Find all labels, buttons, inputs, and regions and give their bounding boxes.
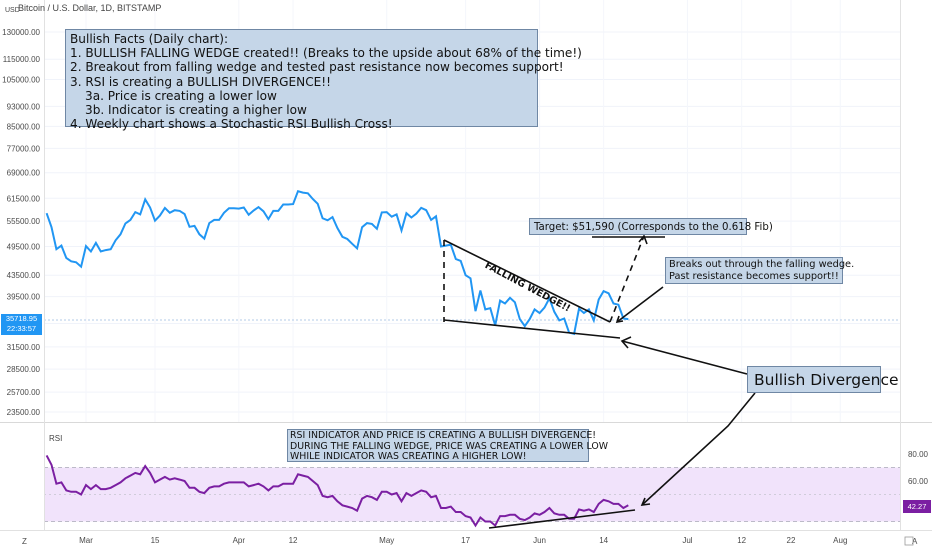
bar-countdown: 22:33:57: [6, 324, 37, 333]
divergence-arrowhead-rsi: [640, 497, 651, 506]
price-tick-label: 130000.00: [2, 28, 40, 37]
price-tick-label: 25700.00: [7, 388, 41, 397]
breakout-arrow: [616, 286, 664, 323]
facts-line: 3b. Indicator is creating a higher low: [85, 103, 307, 118]
rsi-note-line: WHILE INDICATOR WAS CREATING A HIGHER LO…: [290, 451, 527, 463]
price-scale[interactable]: 130000.00 115000.00 105000.00 93000.00 85000…: [2, 28, 40, 417]
facts-line: 2. Breakout from falling wedge and teste…: [70, 60, 564, 75]
last-price-tag: 35718.95 22:33:57: [1, 314, 42, 335]
target-note[interactable]: Target: $51,590 (Corresponds to the 0.61…: [529, 218, 773, 235]
settings-icon[interactable]: [904, 536, 914, 546]
target-arrowhead: [638, 234, 648, 245]
time-tick-label: 12: [289, 536, 298, 545]
divergence-arrowhead-price: [620, 336, 632, 349]
time-tick-label: May: [379, 536, 394, 545]
breakout-note-line: Past resistance becomes support!!: [669, 271, 839, 282]
price-tick-label: 69000.00: [7, 169, 41, 178]
target-projection-dash: [609, 235, 645, 323]
price-tick-label: 55500.00: [7, 217, 41, 226]
divergence-arrow-price: [621, 340, 748, 375]
rsi-note-line: DURING THE FALLING WEDGE, PRICE WAS CREA…: [290, 440, 609, 452]
rsi-note-line: RSI INDICATOR AND PRICE IS CREATING A BU…: [290, 430, 597, 441]
price-tick-label: 43500.00: [7, 271, 41, 280]
price-tick-label: 23500.00: [7, 408, 41, 417]
facts-line: Bullish Facts (Daily chart):: [70, 32, 229, 46]
time-scale[interactable]: Mar 15 Apr 12 May 17 Jun 14 Jul 12 22 Aug: [79, 536, 847, 545]
zoom-icon[interactable]: Z: [22, 537, 27, 546]
last-price-value: 35718.95: [5, 314, 38, 323]
time-tick-label: 22: [787, 536, 796, 545]
facts-line: 1. BULLISH FALLING WEDGE created!! (Brea…: [70, 46, 582, 61]
time-tick-label: Jul: [682, 536, 692, 545]
rsi-band: [44, 467, 900, 522]
price-tick-label: 93000.00: [7, 102, 41, 111]
rsi-label[interactable]: RSI: [49, 434, 63, 443]
price-tick-label: 115000.00: [3, 55, 41, 64]
price-tick-label: 39500.00: [7, 293, 41, 302]
time-tick-label: Jun: [533, 536, 546, 545]
breakout-note-line: Breaks out through the falling wedge.: [669, 259, 855, 270]
price-tick-label: 61500.00: [7, 194, 41, 203]
bullish-facts-note[interactable]: Bullish Facts (Daily chart): 1. BULLISH …: [65, 29, 582, 131]
time-tick-label: 12: [737, 536, 746, 545]
rsi-tick-label: 80.00: [908, 450, 929, 459]
price-tick-label: 77000.00: [7, 144, 41, 153]
rsi-divergence-note[interactable]: RSI INDICATOR AND PRICE IS CREATING A BU…: [287, 429, 609, 463]
divergence-arrow-rsi: [641, 392, 756, 506]
auto-scale-icon[interactable]: A: [912, 537, 918, 546]
price-tick-label: 49500.00: [7, 243, 41, 252]
time-tick-label: Apr: [233, 536, 246, 545]
currency-label: USD: [5, 7, 20, 14]
time-tick-label: 14: [599, 536, 608, 545]
price-tick-label: 105000.00: [2, 75, 40, 84]
breakout-arrowhead: [615, 315, 624, 324]
time-tick-label: 17: [461, 536, 470, 545]
time-tick-label: 15: [151, 536, 160, 545]
wedge-lower-line: [443, 319, 621, 339]
time-tick-label: Aug: [833, 536, 847, 545]
facts-line: 4. Weekly chart shows a Stochastic RSI B…: [70, 117, 393, 132]
chart-title: Bitcoin / U.S. Dollar, 1D, BITSTAMP: [18, 3, 162, 13]
time-tick-label: Mar: [79, 536, 93, 545]
facts-line: 3a. Price is creating a lower low: [85, 88, 277, 103]
rsi-value-tag: 42.27: [903, 500, 931, 513]
price-tick-label: 85000.00: [7, 122, 41, 131]
rsi-divergence-line: [488, 509, 636, 529]
rsi-series-line: [45, 454, 629, 528]
bullish-divergence-note[interactable]: Bullish Divergence: [747, 366, 899, 393]
rsi-pane[interactable]: [44, 454, 900, 528]
rsi-tick-label: 60.00: [908, 477, 929, 486]
annotation-drawings: [443, 234, 756, 529]
price-tick-label: 28500.00: [7, 365, 41, 374]
price-tick-label: 31500.00: [7, 343, 41, 352]
facts-line: 3. RSI is creating a BULLISH DIVERGENCE!…: [70, 74, 331, 89]
wedge-upper-line: [443, 239, 611, 323]
price-series-line: [45, 189, 629, 336]
breakout-note[interactable]: Breaks out through the falling wedge. Pa…: [665, 257, 855, 284]
